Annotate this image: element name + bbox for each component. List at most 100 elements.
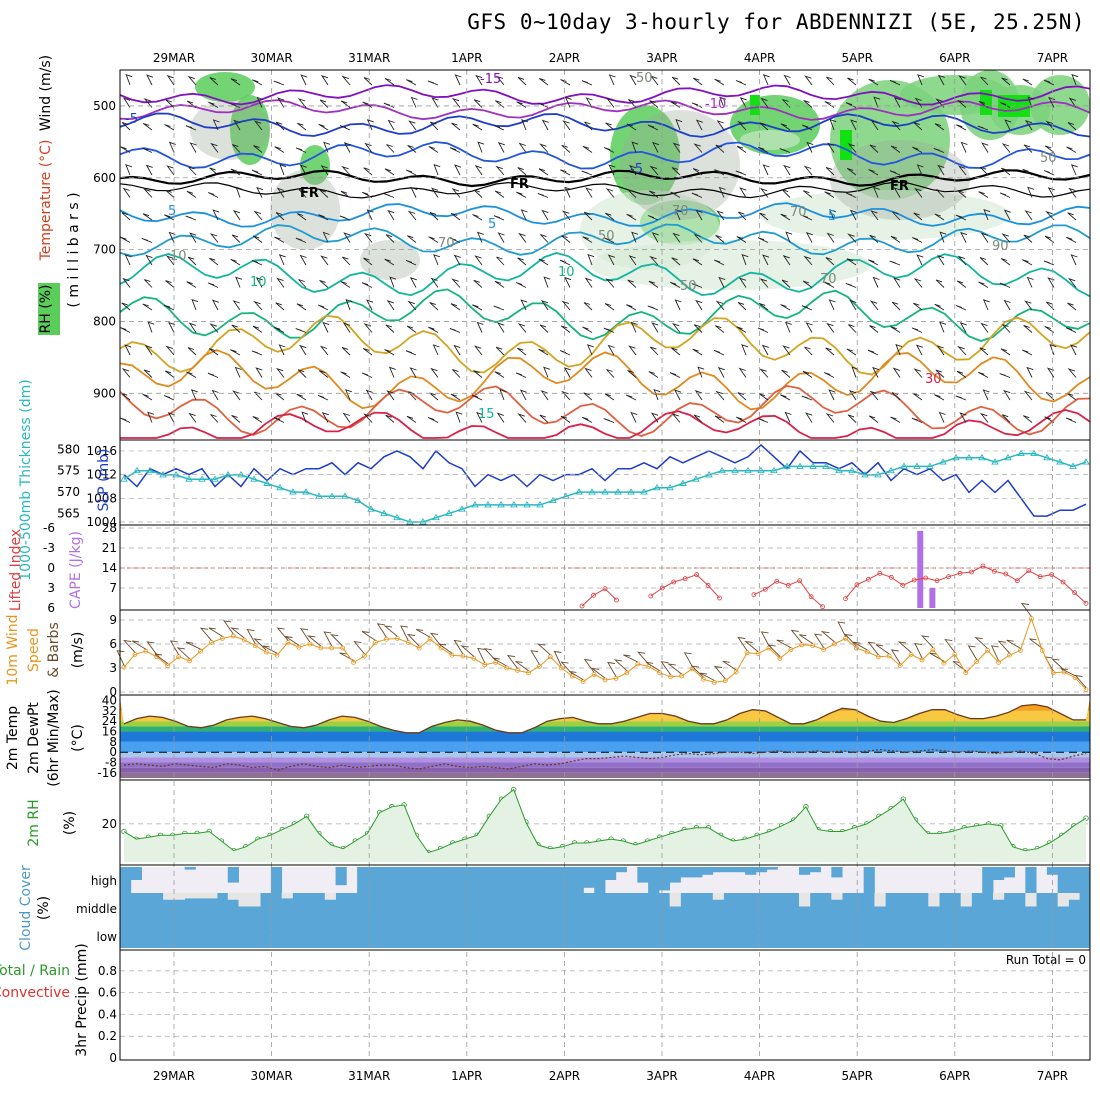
- wind-barb: [274, 236, 285, 243]
- temperature-contour: [119, 384, 1091, 437]
- cloud-middle-gap: [281, 893, 293, 899]
- cloud-high-bar: [863, 867, 875, 893]
- wind-barb: [191, 298, 199, 311]
- cloud-high-bar: [734, 867, 746, 873]
- wind-barb: [517, 257, 527, 266]
- y-axis-label-temp-a: 2m Temp: [5, 706, 21, 770]
- wind-barb-10m: [813, 633, 824, 648]
- wind-speed-point: [296, 644, 302, 650]
- wind-barb: [758, 302, 769, 311]
- wind-barb-10m: [299, 628, 311, 643]
- cloud-high-bar: [227, 867, 239, 883]
- panel-border: [119, 949, 1091, 1061]
- wind-barb-10m: [591, 667, 606, 679]
- wind-tick-label: 9: [109, 613, 117, 627]
- wind-barb-10m: [506, 655, 518, 669]
- li-point: [820, 604, 825, 610]
- li-point: [682, 576, 688, 582]
- wind-barb: [472, 214, 483, 221]
- wind-barb: [980, 322, 989, 333]
- wind-barb: [957, 255, 967, 266]
- wind-barb: [208, 348, 219, 356]
- wind-barb: [1044, 326, 1055, 333]
- wind-barb: [232, 390, 241, 401]
- wind-barb: [913, 212, 923, 221]
- wind-panel: [120, 610, 1090, 695]
- wind-barb: [785, 231, 793, 243]
- wind-barb: [318, 123, 329, 131]
- wind-barb: [231, 234, 241, 243]
- li-point: [717, 595, 722, 601]
- date-label-top: 31MAR: [348, 51, 390, 65]
- date-label-top: 1APR: [451, 51, 482, 65]
- rh-blob: [230, 95, 270, 165]
- li-point: [774, 578, 780, 584]
- wind-barb: [715, 300, 725, 311]
- wind-barb: [1044, 145, 1055, 153]
- li-point: [671, 579, 677, 585]
- wind-barb: [252, 79, 263, 86]
- wind-barb: [692, 168, 703, 176]
- wind-barb: [339, 125, 351, 131]
- wind-barb: [627, 369, 637, 378]
- precip-tick-label: 0.4: [98, 1007, 117, 1021]
- wind-barb: [627, 279, 637, 288]
- cloud-high-bar: [745, 867, 757, 875]
- wind-barb: [343, 142, 351, 153]
- wind-barb: [451, 278, 461, 288]
- wind-barb: [978, 371, 989, 378]
- rh-legend-swatch: [38, 283, 60, 335]
- wind-barb: [824, 191, 835, 198]
- wind-barb: [869, 300, 879, 311]
- cloud-high-bar: [551, 867, 563, 893]
- wind-barb: [913, 302, 923, 311]
- wind-speed-point: [1028, 616, 1034, 621]
- wind-barb-10m: [1074, 674, 1087, 688]
- wind-speed-point: [821, 647, 827, 652]
- wind-barb: [978, 191, 989, 198]
- wind-barb-10m: [890, 649, 901, 664]
- wind-barb: [736, 236, 747, 243]
- cloud-middle-gap: [960, 893, 972, 907]
- wind-barb: [144, 344, 153, 356]
- temperature-contour: [119, 112, 1091, 138]
- temperature-contour: [119, 202, 1091, 228]
- contour-label: -5: [630, 162, 643, 177]
- wind-barb: [519, 389, 527, 401]
- li-tick-label: 3: [47, 581, 55, 595]
- wind-barb-10m: [262, 645, 278, 654]
- wind-barb: [913, 278, 923, 288]
- wind-barb: [144, 279, 153, 288]
- temp-band: [120, 752, 1090, 758]
- wind-barb: [826, 76, 835, 86]
- wind-barb: [229, 102, 241, 108]
- wind-barb: [297, 188, 307, 198]
- wind-barb: [1027, 96, 1035, 108]
- wind-barb: [274, 326, 285, 333]
- wind-barb: [560, 325, 571, 333]
- date-label-top: 29MAR: [153, 51, 195, 65]
- wind-speed-point: [985, 648, 991, 653]
- wind-barb: [868, 169, 879, 176]
- wind-barb: [538, 77, 549, 86]
- wind-barb: [759, 122, 769, 131]
- wind-barb-10m: [613, 659, 628, 672]
- wind-barb: [232, 144, 241, 153]
- wind-barb: [737, 301, 747, 311]
- wind-barb: [713, 259, 725, 266]
- wind-barb: [407, 144, 417, 153]
- wind-barb-10m: [208, 627, 223, 637]
- wind-barb: [583, 302, 593, 311]
- wind-barb-10m: [690, 665, 704, 678]
- cloud-high-bar: [1025, 867, 1037, 893]
- wind-barb: [516, 191, 527, 198]
- wind-barb: [801, 124, 813, 131]
- wind-barb: [122, 187, 131, 198]
- wind-barb: [675, 118, 683, 131]
- wind-barb: [628, 164, 637, 176]
- temp-band: [120, 757, 1090, 763]
- wind-barb: [497, 232, 505, 243]
- wind-barb: [430, 121, 439, 131]
- wind-barb: [122, 277, 131, 288]
- cloud-middle-gap: [195, 893, 207, 899]
